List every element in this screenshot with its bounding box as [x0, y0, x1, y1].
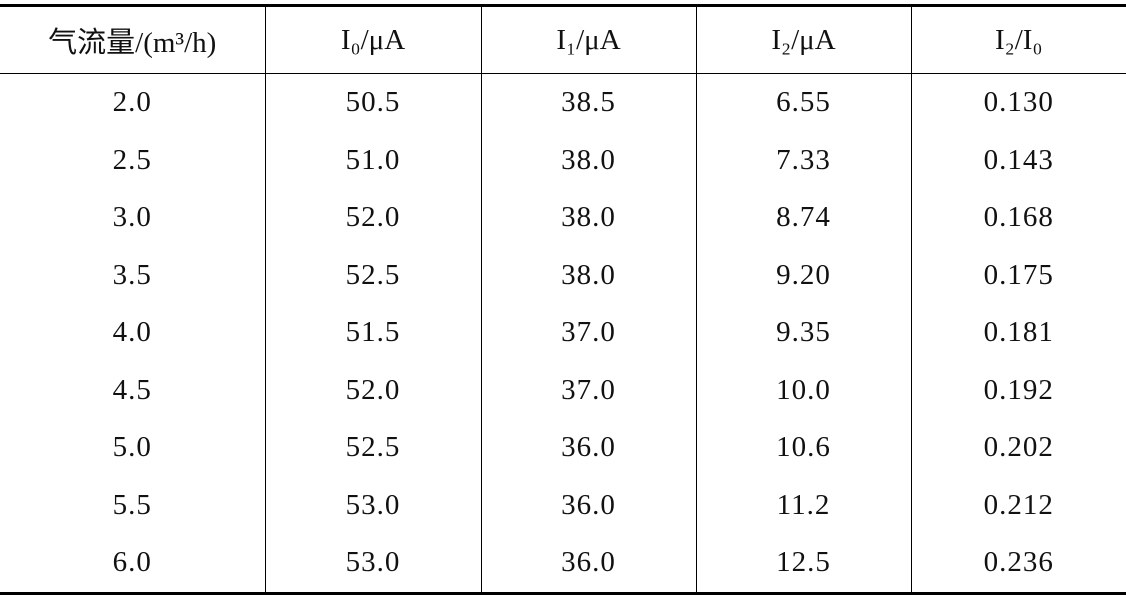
table-row: 2.0 50.5 38.5 6.55 0.130 — [0, 73, 1126, 132]
table-cell: 51.5 — [264, 304, 481, 362]
table-cell: 12.5 — [695, 534, 911, 593]
data-table: 气流量/(m³/h) I₀/μA I₁/μA I₂/μA I₂/I₀ 2.0 50.5 38… — [0, 4, 1126, 595]
table-cell: 0.143 — [910, 131, 1126, 189]
table-row: 5.0 52.5 36.0 10.6 0.202 — [0, 419, 1126, 477]
header-cell: 气流量/(m³/h) — [0, 5, 265, 74]
table-cell: 0.181 — [910, 304, 1126, 362]
header-cell: I₀/μA — [264, 5, 481, 74]
table-cell: 0.236 — [910, 534, 1126, 593]
header-cell: I₁/μA — [480, 5, 696, 74]
table-cell: 37.0 — [480, 361, 696, 419]
table-cell: 6.0 — [112, 546, 152, 579]
table-cell: 2.5 — [112, 143, 152, 176]
table-header: 气流量/(m³/h) I₀/μA I₁/μA I₂/μA I₂/I₀ — [0, 5, 1126, 74]
table-cell: 36.0 — [480, 534, 696, 593]
table-cell: 9.20 — [695, 246, 911, 304]
header-cell: I₂/μA — [695, 5, 911, 74]
table-cell: 11.2 — [695, 476, 911, 534]
table-cell: 0.192 — [910, 361, 1126, 419]
table-cell: 52.0 — [264, 189, 481, 247]
header-row: 气流量/(m³/h) I₀/μA I₁/μA I₂/μA I₂/I₀ — [0, 5, 1126, 74]
table-cell: 51.0 — [264, 131, 481, 189]
table-cell: 38.5 — [480, 73, 696, 132]
table-cell: 3.0 — [112, 201, 152, 234]
table-cell: 38.0 — [480, 131, 696, 189]
table-cell: 0.212 — [910, 476, 1126, 534]
table-cell: 53.0 — [264, 534, 481, 593]
table-cell: 52.5 — [264, 419, 481, 477]
table-cell: 37.0 — [480, 304, 696, 362]
table-cell: 38.0 — [480, 189, 696, 247]
table-cell: 10.6 — [695, 419, 911, 477]
table-row: 5.5 53.0 36.0 11.2 0.212 — [0, 476, 1126, 534]
table-cell: 8.74 — [695, 189, 911, 247]
table-cell: 9.35 — [695, 304, 911, 362]
table-row: 4.5 52.0 37.0 10.0 0.192 — [0, 361, 1126, 419]
table-cell: 36.0 — [480, 476, 696, 534]
table-body: 2.0 50.5 38.5 6.55 0.130 2.5 51.0 38.0 7.33 0.143… — [0, 73, 1126, 593]
table-cell: 50.5 — [264, 73, 481, 132]
table-cell: 4.0 — [112, 316, 152, 349]
table-row: 6.0 53.0 36.0 12.5 0.236 — [0, 534, 1126, 593]
table-cell: 52.0 — [264, 361, 481, 419]
table-row: 2.5 51.0 38.0 7.33 0.143 — [0, 131, 1126, 189]
table-cell: 36.0 — [480, 419, 696, 477]
table-cell: 7.33 — [695, 131, 911, 189]
table-cell: 0.130 — [910, 73, 1126, 132]
table-cell: 53.0 — [264, 476, 481, 534]
table-cell: 3.5 — [112, 258, 152, 291]
table-cell: 52.5 — [264, 246, 481, 304]
table-cell: 2.0 — [112, 86, 152, 119]
table-cell: 5.0 — [112, 431, 152, 464]
table-cell: 5.5 — [112, 488, 152, 521]
table-cell: 38.0 — [480, 246, 696, 304]
table-cell: 10.0 — [695, 361, 911, 419]
table-cell: 0.175 — [910, 246, 1126, 304]
table-row: 4.0 51.5 37.0 9.35 0.181 — [0, 304, 1126, 362]
table-cell: 0.168 — [910, 189, 1126, 247]
table-cell: 4.5 — [112, 373, 152, 406]
header-cell: I₂/I₀ — [910, 5, 1126, 74]
table-row: 3.5 52.5 38.0 9.20 0.175 — [0, 246, 1126, 304]
table-cell: 6.55 — [695, 73, 911, 132]
table-row: 3.0 52.0 38.0 8.74 0.168 — [0, 189, 1126, 247]
table-cell: 0.202 — [910, 419, 1126, 477]
